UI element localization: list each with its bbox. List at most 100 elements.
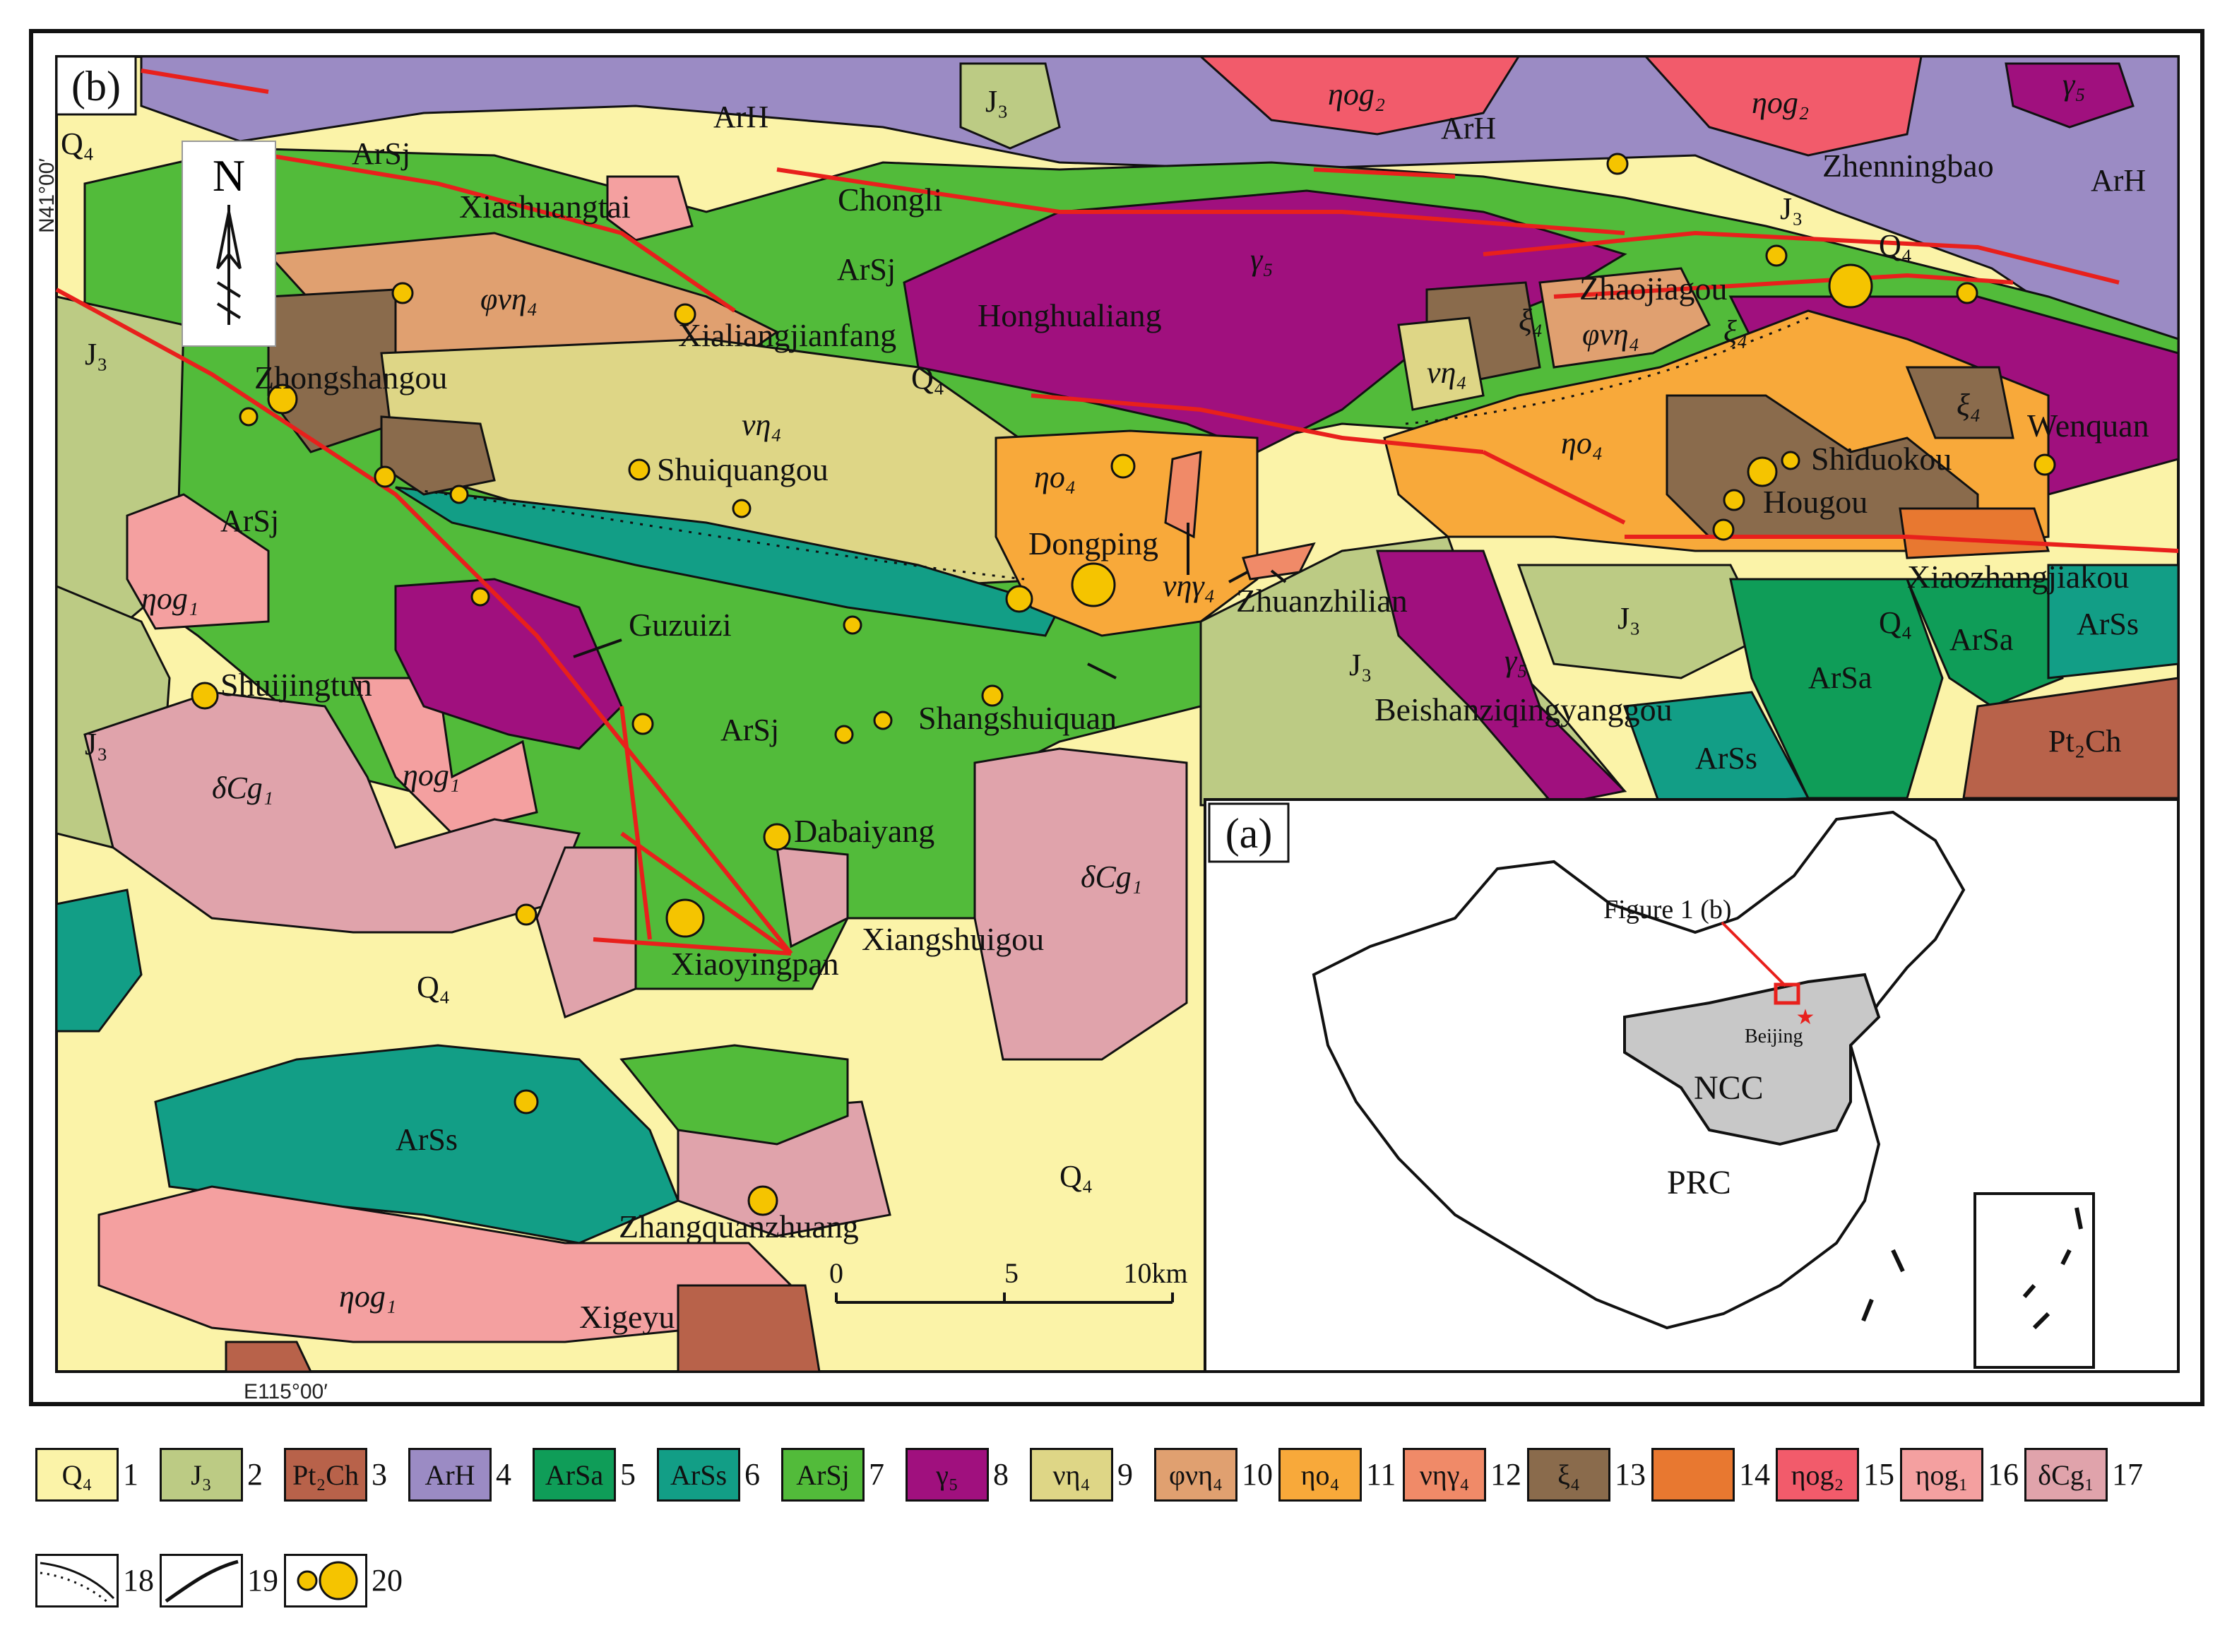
legend-number: 12 [1490,1457,1521,1492]
legend-swatch: ArSj [781,1448,865,1502]
north-arrow-icon [216,205,242,325]
unit-label: ArH [2091,163,2146,198]
unit-label: φνη₄ [1582,317,1639,352]
place-honghualiang: Honghualiang [978,297,1162,333]
unit-label: ηog₁ [141,581,198,616]
place-xiaoyingpan: Xiaoyingpan [671,946,839,982]
legend-number: 8 [993,1457,1009,1492]
deposit-small [1723,489,1745,511]
unit-label: Q₄ [911,361,944,396]
place-chongli: Chongli [838,182,942,218]
legend-swatch: ηog₂ [1776,1448,1859,1502]
fault-6 [620,831,793,956]
arrow-guzuizi [573,638,622,658]
unit-dCg1-west [83,691,581,934]
deposit-small [449,485,469,504]
legend-number: 16 [1988,1457,2019,1492]
deposit-small [843,615,862,635]
deposit-markers [191,153,2056,1216]
unit-label: Q₄ [61,126,94,161]
legend-swatch: φνη₄ [1154,1448,1237,1502]
legend-number: 19 [247,1563,278,1598]
unit-label: γ₅ [1250,242,1274,277]
place-labels: Xiashuangtai Chongli Zhenningbao Xialian… [220,148,2149,1335]
unit-ArSs-strip [395,486,1062,637]
unit-label: δCg₁ [212,771,273,805]
place-guzuizi: Guzuizi [629,607,732,643]
legend-swatch: ηog₁ [1900,1448,1983,1502]
unit-ArSs-east [2047,564,2180,679]
unit-label: Q₄ [1879,605,1912,640]
legend: Q₄ 1 J₃ 2 Pt₂Ch 3 ArH 4 ArSa 5 ArSs 6 ArSj 7 γ₅ 8 νη₄ 9 φν… [35,1448,2197,1639]
place-hougou: Hougou [1763,484,1868,520]
place-shiduokou: Shiduokou [1811,441,1952,477]
study-area-box [1774,982,1800,1005]
nine-dash-line [2022,1207,2083,1330]
alteration-boundary-central [395,486,1025,581]
arrow-zhuanzhilian-b [1270,569,1287,583]
place-shangshuiquan: Shangshuiquan [918,700,1117,736]
alteration-legend-icon [40,1562,115,1604]
legend-number: 4 [496,1457,511,1492]
place-wenquan: Wenquan [2027,408,2149,444]
legend-number: 5 [620,1457,636,1492]
unit-ArSj-south [619,1044,849,1146]
unit-dCg1-small [776,846,849,949]
unit-J3-east [1516,564,1768,679]
legend-number: 14 [1739,1457,1770,1492]
deposit-medium [763,823,791,851]
legend-swatch: J₃ [160,1448,243,1502]
deposit-small [2034,453,2056,476]
unit-label: ηog₁ [403,758,460,792]
legend-number: 11 [1366,1457,1396,1492]
deposit-small [981,684,1004,707]
unit-label: δCg₁ [1081,860,1142,894]
unit-label: ArSj [220,504,279,538]
place-xiaozhangjiakou: Xiaozhangjiakou [1907,559,2129,595]
deposit-small [1765,244,1788,267]
south-china-sea-inset [1973,1192,2095,1369]
unit-ArSa-far-east [1905,578,2064,708]
inset-prc-label: PRC [1667,1164,1731,1201]
place-xiashuangtai: Xiashuangtai [459,189,631,225]
deposit-small [470,587,490,607]
fault-9 [1483,230,2120,285]
deposit-large [1828,263,1873,309]
legend-number: 2 [247,1457,263,1492]
beijing-star-icon: ★ [1796,1006,1815,1029]
deposit-medium [1005,585,1033,613]
unit-label: ArSs [1695,741,1757,776]
legend-number: 10 [1242,1457,1273,1492]
unit-Pt2Ch-south [677,1284,821,1373]
place-xiangshuigou: Xiangshuigou [862,921,1044,957]
legend-swatch: γ₅ [906,1448,989,1502]
legend-swatch [160,1554,243,1608]
fault-12 [1482,450,1626,525]
fault-7 [776,167,1625,235]
unit-label: Pt₂Ch [2048,724,2121,759]
unit-label: νη₄ [742,408,782,442]
unit-nog1-north [606,175,694,242]
inset-beijing-label: Beijing [1745,1026,1803,1047]
legend-number: 1 [123,1457,138,1492]
deposit-small [834,725,854,744]
place-zhongshangou: Zhongshangou [254,359,447,396]
scale-tick-5: 5 [1004,1257,1019,1289]
unit-label: ξ₄ [1519,303,1543,338]
unit-vng4-dongping [1164,451,1202,539]
unit-label: ξ₄ [1723,314,1747,349]
deposit-small [1956,282,1978,304]
unit-label: J₃ [985,84,1008,119]
unit-14-east [1899,507,2050,559]
unit-label: γ₅ [2062,67,2086,102]
unit-label: Q₄ [1059,1159,1093,1194]
legend-number: 15 [1863,1457,1894,1492]
unit-label: J₃ [1349,648,1372,682]
legend-swatch: ηο₄ [1278,1448,1362,1502]
unit-label: J₃ [1780,191,1803,226]
legend-swatch: δCg₁ [2024,1448,2108,1502]
longitude-label: E115°00′ [244,1380,328,1403]
deposit-small [628,458,651,481]
fault-1 [141,69,269,94]
fault-5 [593,937,792,956]
